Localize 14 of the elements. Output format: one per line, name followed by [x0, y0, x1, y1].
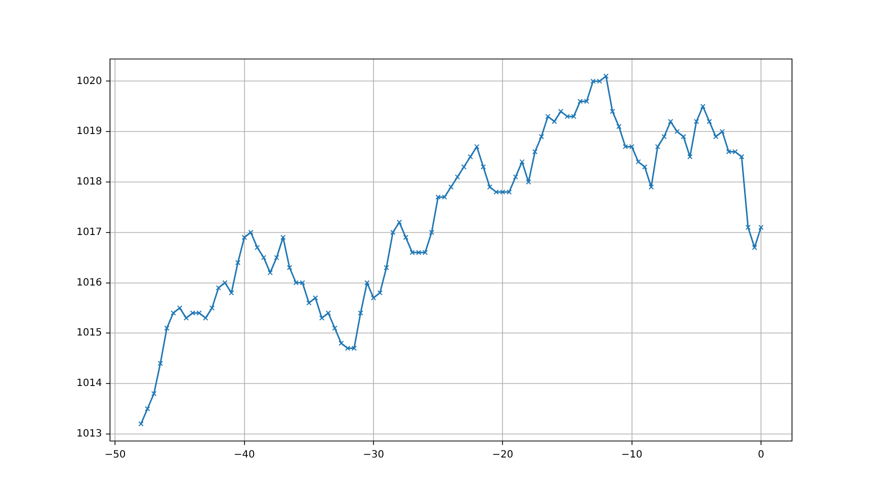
x-tick-label: −10	[621, 450, 642, 461]
y-tick-label: 1020	[76, 76, 102, 87]
x-tick-label: 0	[758, 450, 764, 461]
x-tick-label: −20	[492, 450, 514, 461]
y-tick-label: 1015	[76, 328, 102, 339]
x-tick-label: −30	[362, 450, 384, 461]
y-tick-label: 1017	[76, 226, 102, 238]
y-tick-label: 1016	[76, 277, 102, 288]
y-tick-label: 1014	[76, 378, 102, 390]
y-tick-label: 1018	[76, 176, 102, 188]
x-tick-label: −50	[104, 450, 126, 461]
y-tick-label: 1019	[76, 126, 102, 138]
y-tick-label: 1013	[76, 428, 102, 440]
x-tick-label: −40	[234, 450, 255, 461]
